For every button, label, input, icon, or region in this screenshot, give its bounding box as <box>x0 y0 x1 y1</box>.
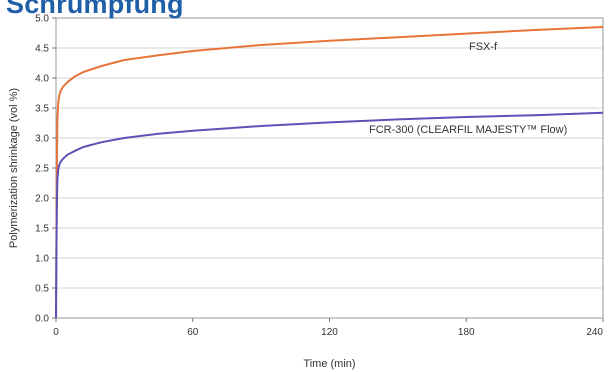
y-axis-ticks: 0.0 0.5 1.0 1.5 2.0 2.5 3.0 3.5 4.0 4.5 5.0 <box>35 14 56 325</box>
series-label-fcr-300: FCR-300 (CLEARFIL MAJESTY™ Flow) <box>369 124 567 136</box>
x-tick-label: 180 <box>458 327 475 338</box>
y-tick-label: 2.0 <box>35 194 49 205</box>
y-tick-label: 0.0 <box>35 314 49 325</box>
x-tick-label: 0 <box>53 327 59 338</box>
y-tick-label: 3.0 <box>35 134 49 145</box>
y-tick-label: 1.5 <box>35 224 49 235</box>
y-tick-label: 0.5 <box>35 284 49 295</box>
series-label-fsx-f: FSX-f <box>469 41 498 53</box>
y-tick-label: 5.0 <box>35 14 49 25</box>
x-tick-label: 60 <box>187 327 199 338</box>
y-axis-title: Polymerization shrinkage (vol %) <box>8 88 20 248</box>
x-tick-label: 240 <box>586 327 603 338</box>
series-line-fsx-f <box>55 26 604 319</box>
y-tick-label: 3.5 <box>35 104 49 115</box>
y-tick-label: 4.5 <box>35 44 49 55</box>
y-tick-label: 1.0 <box>35 254 49 265</box>
series-line-fcr-300 <box>55 111 604 319</box>
grid-layer <box>56 47 603 289</box>
series-layer <box>55 26 604 319</box>
x-tick-label: 120 <box>321 327 338 338</box>
x-axis-title: Time (min) <box>303 358 355 370</box>
y-tick-label: 2.5 <box>35 164 49 175</box>
x-axis-ticks: 0 60 120 180 240 <box>53 318 604 338</box>
page-heading: Schrumpfung <box>6 0 184 19</box>
y-tick-label: 4.0 <box>35 74 49 85</box>
